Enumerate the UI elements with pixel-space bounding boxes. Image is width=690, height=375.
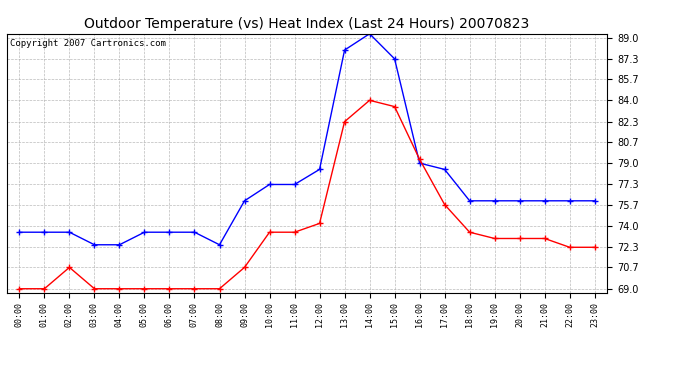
Text: Copyright 2007 Cartronics.com: Copyright 2007 Cartronics.com — [10, 39, 166, 48]
Title: Outdoor Temperature (vs) Heat Index (Last 24 Hours) 20070823: Outdoor Temperature (vs) Heat Index (Las… — [84, 17, 530, 31]
